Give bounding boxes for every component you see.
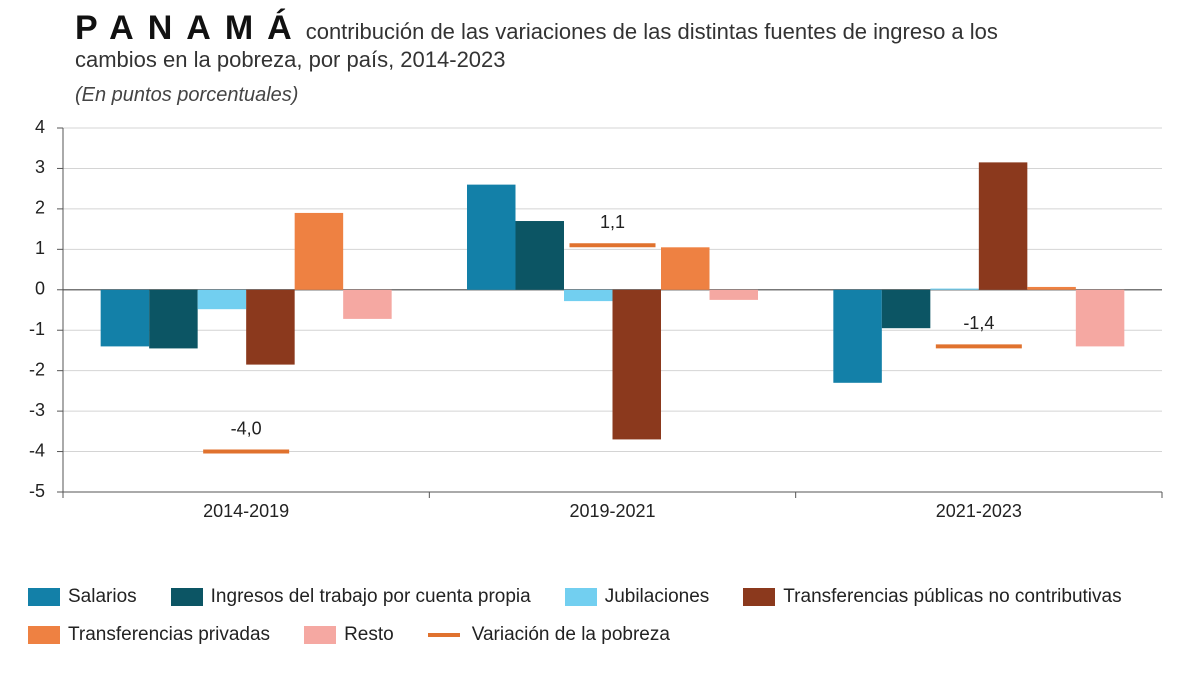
data-label: 1,1 — [600, 212, 625, 232]
y-tick-label: 1 — [35, 238, 45, 258]
bar — [930, 288, 979, 290]
legend-label: Jubilaciones — [604, 586, 710, 607]
legend-item: Salarios — [28, 584, 137, 610]
bar — [149, 289, 198, 349]
legend-label: Transferencias privadas — [68, 624, 271, 645]
legend-item: Resto — [304, 622, 394, 648]
bar — [343, 289, 392, 319]
chart-title: PANAMÁ — [75, 9, 306, 47]
bar — [294, 212, 344, 290]
legend-label: Variación de la pobreza — [471, 624, 670, 645]
bar — [246, 289, 295, 365]
legend-item: Transferencias privadas — [28, 622, 270, 648]
legend-item: Jubilaciones — [564, 584, 710, 610]
x-tick-label: 2021-2023 — [936, 501, 1022, 521]
chart: -5 -4 -3 -2 -1 0 1 2 3 4 2014-2019 -4,0 2019-2021 1,1… — [29, 117, 1163, 521]
legend-item: Variación de la pobreza — [427, 622, 670, 648]
legend-item: Transferencias públicas no contributivas — [743, 584, 1122, 610]
y-tick-label: 4 — [35, 117, 45, 137]
legend-item: Ingresos del trabajo por cuenta propia — [170, 584, 531, 610]
legend-label: Salarios — [68, 586, 137, 607]
bar — [881, 289, 931, 329]
legend-swatch — [427, 633, 460, 637]
bar — [467, 184, 516, 290]
y-tick-label: -2 — [29, 359, 45, 379]
bar — [1027, 286, 1076, 290]
legend-label: Transferencias públicas no contributivas — [783, 586, 1122, 607]
data-label: -1,4 — [963, 313, 994, 333]
bar — [1075, 289, 1125, 347]
unit-note: (En puntos porcentuales) — [75, 84, 299, 106]
bar — [564, 289, 613, 302]
y-tick-label: 3 — [35, 157, 45, 177]
data-label: -4,0 — [231, 418, 262, 438]
bar — [515, 221, 564, 290]
x-tick-label: 2019-2021 — [569, 501, 655, 521]
x-tick-label: 2014-2019 — [203, 501, 289, 521]
y-tick-label: 0 — [35, 279, 45, 299]
bar — [978, 162, 1028, 290]
legend-label: Ingresos del trabajo por cuenta propia — [210, 586, 531, 607]
legend-swatch — [743, 588, 776, 606]
header: PANAMÁcontribución de las variaciones de… — [75, 11, 1005, 74]
legend-swatch — [28, 588, 60, 606]
legend-swatch — [304, 626, 337, 644]
legend-swatch — [564, 588, 597, 606]
chart-subtitle: contribución de las variaciones de las d… — [75, 19, 998, 72]
bar — [100, 289, 150, 347]
y-tick-label: 2 — [35, 198, 45, 218]
y-tick-label: -3 — [29, 400, 45, 420]
legend-swatch — [170, 588, 203, 606]
legend-swatch — [28, 626, 60, 644]
y-tick-label: -5 — [29, 481, 45, 501]
legend: Salarios Ingresos del trabajo por cuenta … — [28, 584, 1188, 648]
bar — [197, 289, 247, 310]
y-tick-label: -4 — [29, 440, 45, 460]
y-tick-label: -1 — [29, 319, 45, 339]
bar — [661, 247, 710, 290]
legend-label: Resto — [344, 624, 394, 645]
bar — [833, 289, 882, 383]
bar — [709, 289, 758, 300]
bar — [612, 289, 661, 440]
